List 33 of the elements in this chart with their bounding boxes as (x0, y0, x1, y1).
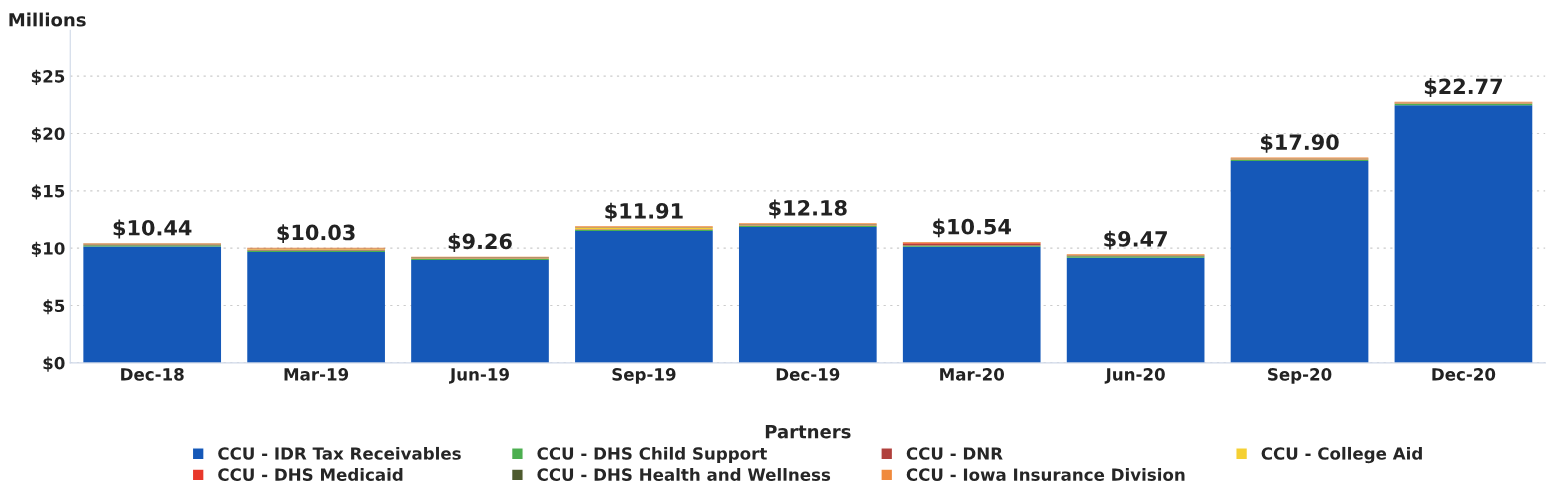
total-label: $10.44 (113, 219, 192, 239)
x-tick-label: Jun-20 (1104, 368, 1165, 384)
legend-label: CCU - DHS Health and Wellness (537, 468, 831, 481)
y-tick-label: $25 (31, 69, 65, 85)
legend-label: CCU - College Aid (1261, 446, 1422, 464)
legend-label: CCU - DHS Child Support (537, 446, 767, 464)
legend-label: CCU - IDR Tax Receivables (218, 446, 461, 460)
total-label: $12.18 (769, 199, 847, 219)
legend-label: CCU - DHS Medicaid (218, 468, 403, 481)
legend-label: CCU - DNR (906, 447, 1003, 460)
total-label: $9.26 (448, 233, 512, 252)
x-tick-label: Dec-19 (776, 368, 840, 381)
x-tick-label: Mar-19 (284, 368, 349, 381)
x-tick-label: Mar-20 (940, 368, 1005, 381)
legend-title: Partners (765, 425, 851, 439)
total-label: $9.47 (1104, 230, 1167, 250)
x-tick-label: Dec-18 (121, 368, 184, 381)
total-label: $10.03 (277, 224, 355, 244)
legend-label: CCU - Iowa Insurance Division (906, 468, 1185, 481)
y-tick-label: $20 (31, 127, 65, 143)
y-tick-label: $0 (43, 356, 65, 372)
total-label: $10.54 (933, 218, 1011, 238)
x-tick-label: Dec-20 (1432, 368, 1496, 381)
x-tick-label: Jun-19 (449, 368, 509, 384)
y-tick-label: $10 (31, 241, 65, 257)
x-tick-label: Sep-20 (1268, 368, 1332, 384)
total-label: $17.90 (1260, 133, 1339, 153)
x-tick-label: Sep-19 (612, 368, 676, 384)
y-tick-label: $15 (31, 184, 65, 200)
total-label: $22.77 (1424, 78, 1502, 97)
y-tick-label: $5 (43, 299, 65, 315)
total-label: $11.91 (605, 202, 683, 222)
y-axis-title: Millions (9, 12, 86, 27)
